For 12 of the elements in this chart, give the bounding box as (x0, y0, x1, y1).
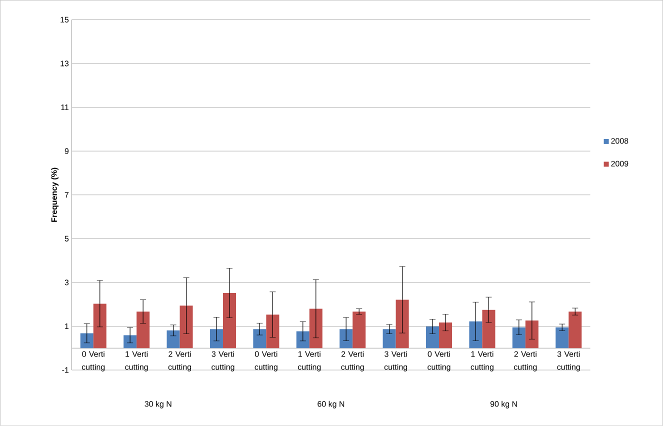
bar (439, 322, 452, 348)
bar (556, 327, 569, 348)
bar (382, 329, 396, 348)
bar (352, 312, 366, 348)
bar (166, 330, 180, 348)
bar (222, 293, 236, 348)
bar (136, 312, 150, 348)
bar (253, 329, 266, 348)
bar (426, 326, 440, 348)
bar (512, 327, 526, 348)
bar (568, 312, 582, 348)
bar (482, 310, 496, 348)
